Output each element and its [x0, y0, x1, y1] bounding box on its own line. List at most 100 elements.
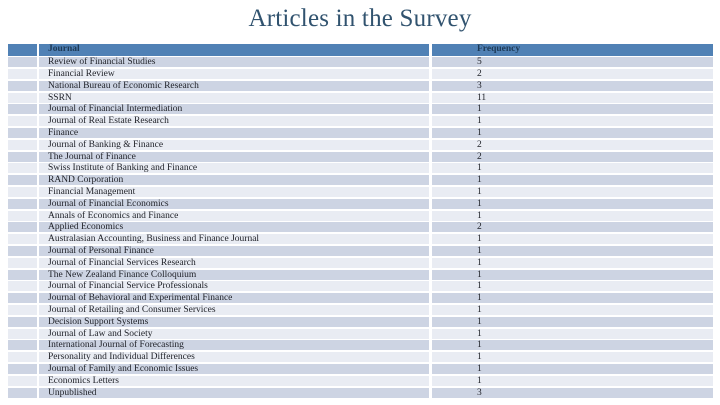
journal-cell: Financial Review: [39, 69, 429, 80]
table-body: Review of Financial Studies 5 Financial Re…: [8, 57, 713, 398]
journal-cell: Journal of Financial Intermediation: [39, 104, 429, 115]
table-row: SSRN 11: [8, 92, 713, 103]
frequency-cell: 1: [432, 316, 713, 327]
journal-cell: Swiss Institute of Banking and Finance: [39, 163, 429, 174]
frequency-cell: 1: [432, 234, 713, 245]
frequency-cell: 1: [432, 364, 713, 375]
table-row: Australasian Accounting, Business and Fi…: [8, 234, 713, 245]
table-row: Decision Support Systems 1: [8, 316, 713, 327]
spacer-cell: [8, 69, 37, 80]
frequency-cell: 1: [432, 340, 713, 351]
frequency-cell: 1: [432, 281, 713, 292]
page-title: Articles in the Survey: [248, 5, 472, 32]
table-row: Journal of Family and Economic Issues 1: [8, 364, 713, 375]
frequency-cell: 1: [432, 116, 713, 127]
spacer-cell: [8, 128, 37, 139]
table-row: Journal of Personal Finance 1: [8, 246, 713, 257]
journal-cell: Finance: [39, 128, 429, 139]
spacer-cell: [8, 328, 37, 339]
table-row: Journal of Real Estate Research 1: [8, 116, 713, 127]
spacer-cell: [8, 80, 37, 91]
spacer-cell: [8, 246, 37, 257]
table-row: Personality and Individual Differences 1: [8, 352, 713, 363]
frequency-cell: 11: [432, 92, 713, 103]
spacer-cell: [8, 269, 37, 280]
frequency-cell: 1: [432, 175, 713, 186]
journal-cell: Journal of Law and Society: [39, 328, 429, 339]
spacer-cell: [8, 139, 37, 150]
journal-cell: Journal of Retailing and Consumer Servic…: [39, 305, 429, 316]
table-row: Journal of Law and Society 1: [8, 328, 713, 339]
frequency-cell: 1: [432, 187, 713, 198]
spacer-cell: [8, 234, 37, 245]
frequency-cell: 2: [432, 222, 713, 233]
spacer-cell: [8, 364, 37, 375]
table-header-row: Journal Frequency: [8, 44, 713, 56]
journal-cell: Financial Management: [39, 187, 429, 198]
spacer-cell: [8, 257, 37, 268]
table-row: National Bureau of Economic Research 3: [8, 80, 713, 91]
spacer-cell: [8, 151, 37, 162]
journal-cell: Review of Financial Studies: [39, 57, 429, 68]
spacer-cell: [8, 387, 37, 398]
journal-column-header: Journal: [39, 44, 429, 56]
spacer-cell: [8, 305, 37, 316]
frequency-cell: 1: [432, 305, 713, 316]
spacer-cell: [8, 316, 37, 327]
frequency-cell: 3: [432, 387, 713, 398]
spacer-cell: [8, 222, 37, 233]
spacer-cell: [8, 92, 37, 103]
spacer-cell: [8, 352, 37, 363]
frequency-cell: 1: [432, 293, 713, 304]
table-row: Journal of Financial Service Professiona…: [8, 281, 713, 292]
journal-cell: Annals of Economics and Finance: [39, 210, 429, 221]
header-spacer-cell: [8, 44, 37, 56]
journal-cell: RAND Corporation: [39, 175, 429, 186]
frequency-cell: 1: [432, 352, 713, 363]
table-row: Journal of Financial Intermediation 1: [8, 104, 713, 115]
spacer-cell: [8, 104, 37, 115]
frequency-cell: 2: [432, 139, 713, 150]
spacer-cell: [8, 163, 37, 174]
journal-cell: Journal of Banking & Finance: [39, 139, 429, 150]
frequency-cell: 1: [432, 198, 713, 209]
frequency-cell: 1: [432, 246, 713, 257]
frequency-cell: 1: [432, 210, 713, 221]
spacer-cell: [8, 210, 37, 221]
spacer-cell: [8, 340, 37, 351]
frequency-cell: 1: [432, 375, 713, 386]
table-row: Economics Letters 1: [8, 375, 713, 386]
journal-cell: The New Zealand Finance Colloquium: [39, 269, 429, 280]
frequency-cell: 1: [432, 104, 713, 115]
frequency-cell: 1: [432, 328, 713, 339]
journal-cell: Journal of Real Estate Research: [39, 116, 429, 127]
table-row: The Journal of Finance 2: [8, 151, 713, 162]
spacer-cell: [8, 116, 37, 127]
frequency-cell: 2: [432, 151, 713, 162]
frequency-cell: 1: [432, 163, 713, 174]
journal-cell: National Bureau of Economic Research: [39, 80, 429, 91]
journal-cell: SSRN: [39, 92, 429, 103]
articles-table: Journal Frequency Review of Financial St…: [8, 44, 713, 399]
table-row: Journal of Financial Economics 1: [8, 198, 713, 209]
table-row: Unpublished 3: [8, 387, 713, 398]
journal-cell: The Journal of Finance: [39, 151, 429, 162]
table-row: Applied Economics 2: [8, 222, 713, 233]
table-row: Journal of Financial Services Research 1: [8, 257, 713, 268]
frequency-cell: 1: [432, 257, 713, 268]
spacer-cell: [8, 175, 37, 186]
table-row: Finance 1: [8, 128, 713, 139]
spacer-cell: [8, 375, 37, 386]
journal-cell: Decision Support Systems: [39, 316, 429, 327]
table-row: Swiss Institute of Banking and Finance 1: [8, 163, 713, 174]
table-row: Review of Financial Studies 5: [8, 57, 713, 68]
table-row: Journal of Behavioral and Experimental F…: [8, 293, 713, 304]
table-row: Journal of Banking & Finance 2: [8, 139, 713, 150]
frequency-cell: 2: [432, 69, 713, 80]
journal-cell: Journal of Financial Economics: [39, 198, 429, 209]
journal-cell: International Journal of Forecasting: [39, 340, 429, 351]
journal-cell: Journal of Family and Economic Issues: [39, 364, 429, 375]
journal-cell: Economics Letters: [39, 375, 429, 386]
table-row: Journal of Retailing and Consumer Servic…: [8, 305, 713, 316]
frequency-cell: 5: [432, 57, 713, 68]
